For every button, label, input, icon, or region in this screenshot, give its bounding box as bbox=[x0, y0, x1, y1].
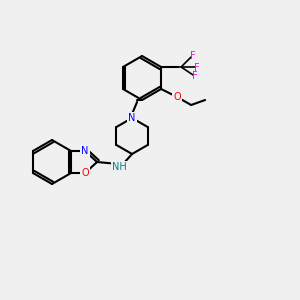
Text: F: F bbox=[194, 63, 200, 73]
Text: F: F bbox=[192, 71, 198, 81]
Text: NH: NH bbox=[112, 162, 126, 172]
Text: N: N bbox=[128, 113, 136, 123]
Text: O: O bbox=[81, 168, 89, 178]
Text: N: N bbox=[81, 146, 89, 156]
Text: F: F bbox=[190, 51, 196, 61]
Text: O: O bbox=[173, 92, 181, 102]
